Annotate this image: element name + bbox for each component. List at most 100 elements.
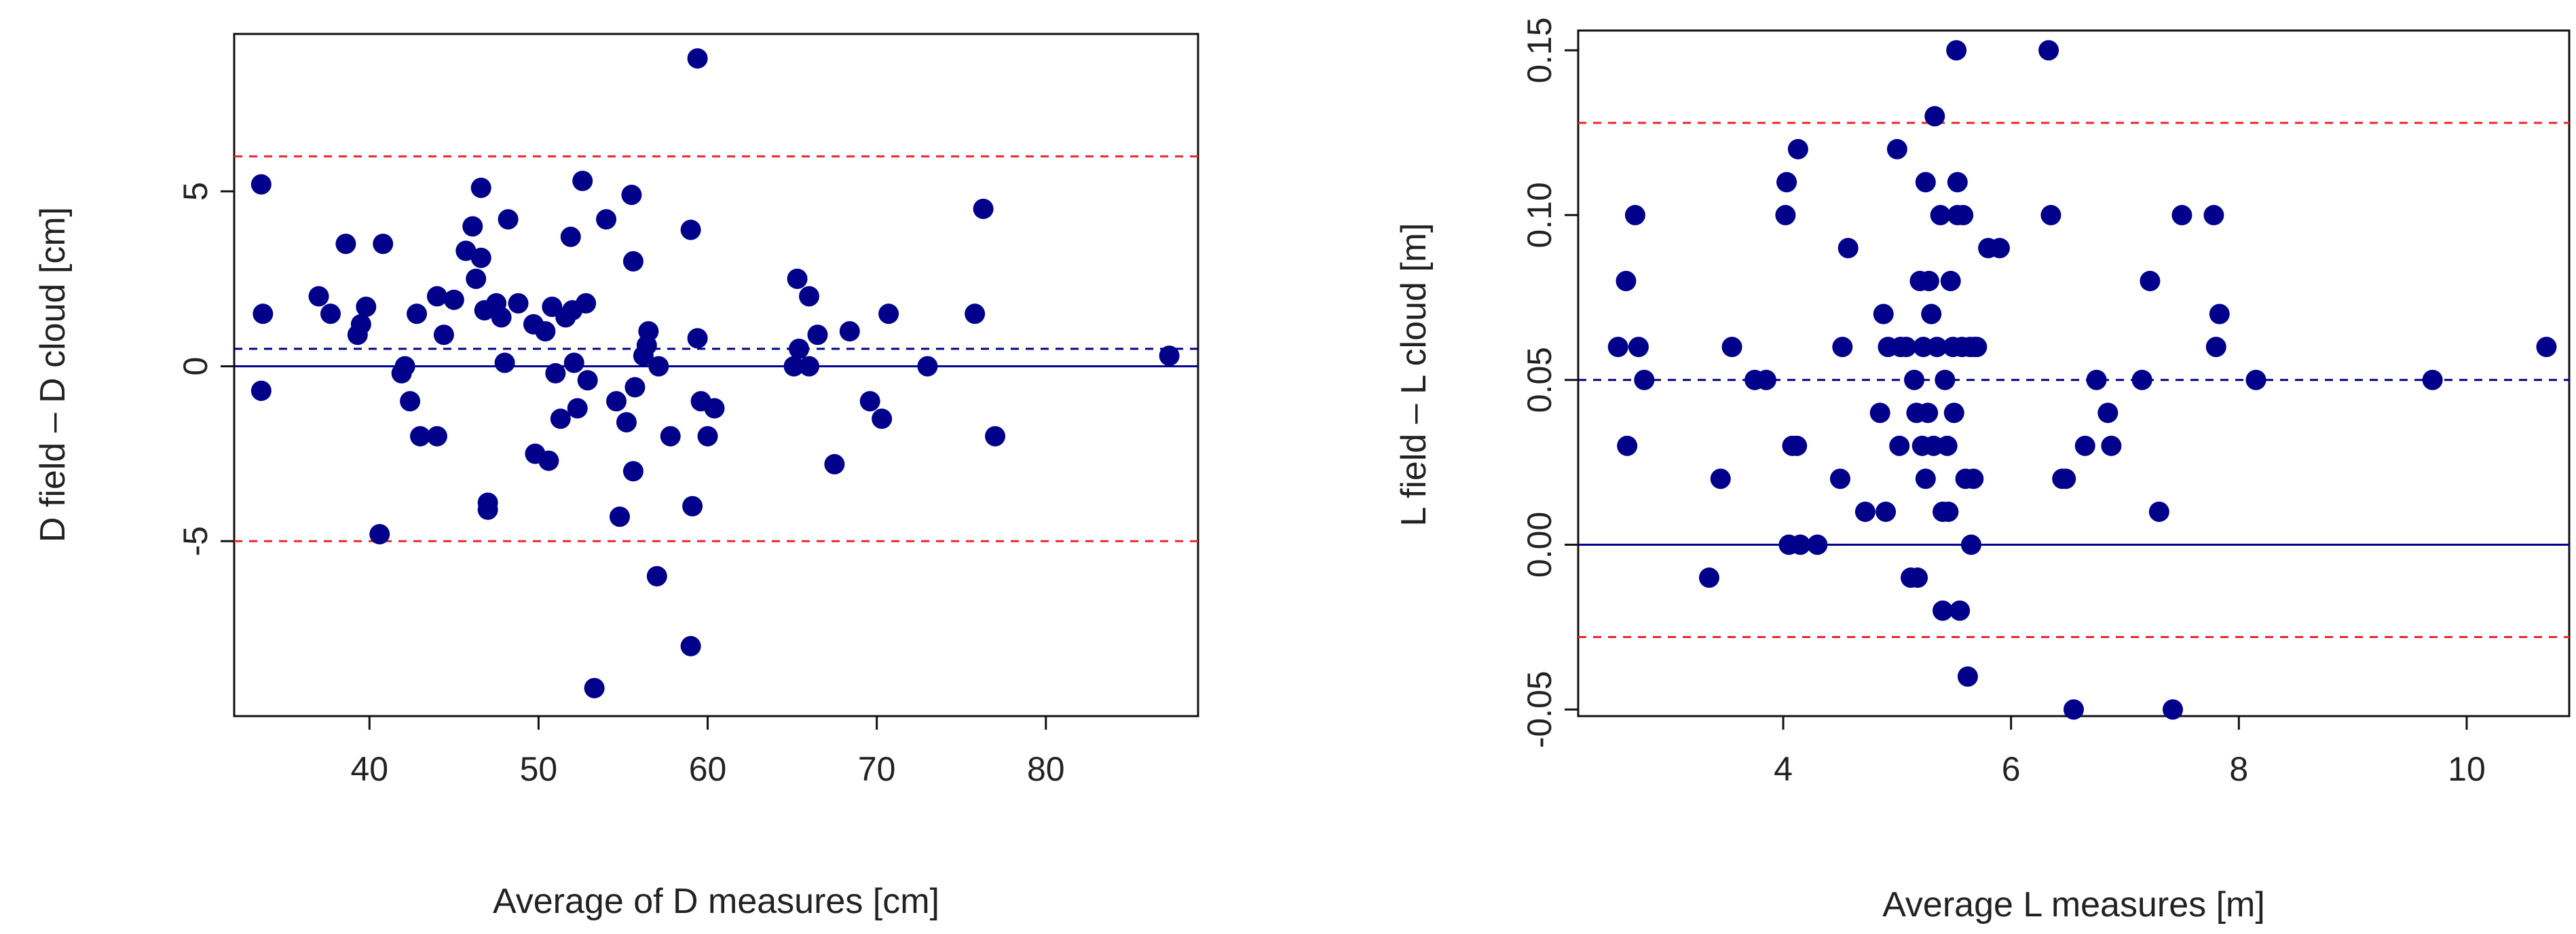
left-data-point xyxy=(1159,345,1180,367)
left-data-point xyxy=(660,426,681,447)
left-data-point xyxy=(455,240,477,261)
left-data-point xyxy=(697,426,718,447)
left-data-point xyxy=(400,391,421,412)
left-data-point xyxy=(470,247,491,268)
left-data-point xyxy=(426,426,447,447)
left-data-point xyxy=(466,268,487,289)
left-chart-panel: 40 50 60 70 80 -5 0 5 Average of D measures [c… xyxy=(33,33,1199,921)
left-data-point xyxy=(596,209,617,230)
left-data-point xyxy=(462,216,483,237)
left-data-point xyxy=(535,321,556,342)
right-data-point xyxy=(1889,435,1910,456)
right-data-points xyxy=(1607,40,2557,720)
left-data-point xyxy=(407,303,428,324)
right-data-point xyxy=(2064,699,2084,720)
left-data-point xyxy=(789,338,810,359)
right-data-point xyxy=(1854,501,1875,522)
left-data-point xyxy=(253,303,274,324)
left-data-point xyxy=(680,219,701,240)
left-data-point xyxy=(470,177,491,198)
right-data-point xyxy=(2055,468,2076,489)
left-data-point xyxy=(394,356,415,377)
right-data-point xyxy=(2163,699,2183,720)
left-data-point xyxy=(491,307,512,328)
right-data-point xyxy=(1943,403,1964,424)
right-data-point xyxy=(1963,468,1984,489)
left-data-point xyxy=(624,377,646,398)
right-data-point xyxy=(1873,303,1894,324)
right-data-point xyxy=(1886,138,1907,160)
right-data-point xyxy=(2536,337,2557,358)
right-data-point xyxy=(2040,204,2061,225)
right-data-point xyxy=(1896,337,1917,358)
left-x-tick-label: 40 xyxy=(350,750,388,788)
left-data-point xyxy=(335,234,356,255)
right-data-point xyxy=(1921,303,1942,324)
left-data-point xyxy=(356,297,377,317)
right-data-point xyxy=(1616,271,1637,292)
right-x-axis-title: Average L measures [m] xyxy=(1882,885,2265,924)
left-data-point xyxy=(563,352,584,373)
right-plot-frame xyxy=(1577,29,2571,717)
left-x-axis-title: Average of D measures [cm] xyxy=(493,882,939,921)
right-x-tick-label: 8 xyxy=(2229,750,2248,788)
right-data-point xyxy=(2245,369,2266,390)
right-data-point xyxy=(1790,534,1811,555)
right-data-point xyxy=(1918,271,1939,292)
left-x-tick-label: 60 xyxy=(689,750,727,788)
left-data-point xyxy=(606,391,627,412)
right-data-point xyxy=(1949,600,1971,621)
left-data-point xyxy=(410,426,431,447)
left-data-point xyxy=(498,209,519,230)
right-data-point xyxy=(1935,369,1956,390)
right-x-tick-label: 4 xyxy=(1774,750,1793,788)
left-y-axis-title: D field – D cloud [cm] xyxy=(33,207,73,542)
left-data-point xyxy=(638,321,659,342)
right-data-point xyxy=(2097,403,2118,424)
left-data-point xyxy=(477,492,498,513)
right-data-point xyxy=(1930,204,1951,225)
left-y-axis: -5 0 5 xyxy=(176,182,234,557)
left-data-point xyxy=(320,303,341,324)
left-data-point xyxy=(680,635,701,656)
right-data-point xyxy=(1915,172,1936,193)
right-data-point xyxy=(1924,106,1945,127)
right-reference-lines xyxy=(1578,122,2569,638)
left-data-point xyxy=(373,234,394,255)
right-chart-panel: 4 6 8 10 -0.05 0.00 0.05 0.10 0.15 Average L me… xyxy=(1394,17,2571,924)
right-data-point xyxy=(2131,369,2152,390)
right-data-point xyxy=(1634,369,1655,390)
left-data-point xyxy=(577,370,598,391)
right-data-point xyxy=(1776,172,1797,193)
left-data-point xyxy=(369,524,390,544)
left-x-tick-label: 80 xyxy=(1027,750,1065,788)
right-data-point xyxy=(1829,468,1850,489)
left-data-point xyxy=(550,408,571,429)
right-data-point xyxy=(1918,403,1939,424)
right-data-point xyxy=(2205,337,2226,358)
left-data-point xyxy=(799,286,820,307)
left-y-tick-label: -5 xyxy=(176,526,214,556)
left-data-point xyxy=(616,412,637,433)
right-data-point xyxy=(2140,271,2161,292)
left-data-point xyxy=(508,293,529,314)
left-data-point xyxy=(648,356,669,377)
right-data-point xyxy=(1755,369,1776,390)
left-y-tick-label: 5 xyxy=(176,182,214,201)
right-data-point xyxy=(1933,600,1954,621)
left-data-point xyxy=(443,289,464,310)
left-data-point xyxy=(807,324,828,345)
right-data-point xyxy=(1989,238,2010,259)
left-data-points xyxy=(250,48,1180,698)
left-x-tick-label: 50 xyxy=(520,750,558,788)
left-y-tick-label: 0 xyxy=(176,357,214,376)
right-data-point xyxy=(1875,501,1897,522)
right-data-point xyxy=(1837,238,1859,259)
right-data-point xyxy=(1628,337,1649,358)
left-data-point xyxy=(610,506,630,527)
right-x-axis: 4 6 8 10 xyxy=(1774,716,2486,788)
left-data-point xyxy=(682,496,703,517)
left-data-point xyxy=(704,398,725,419)
left-data-point xyxy=(687,48,708,69)
left-data-point xyxy=(917,356,938,377)
